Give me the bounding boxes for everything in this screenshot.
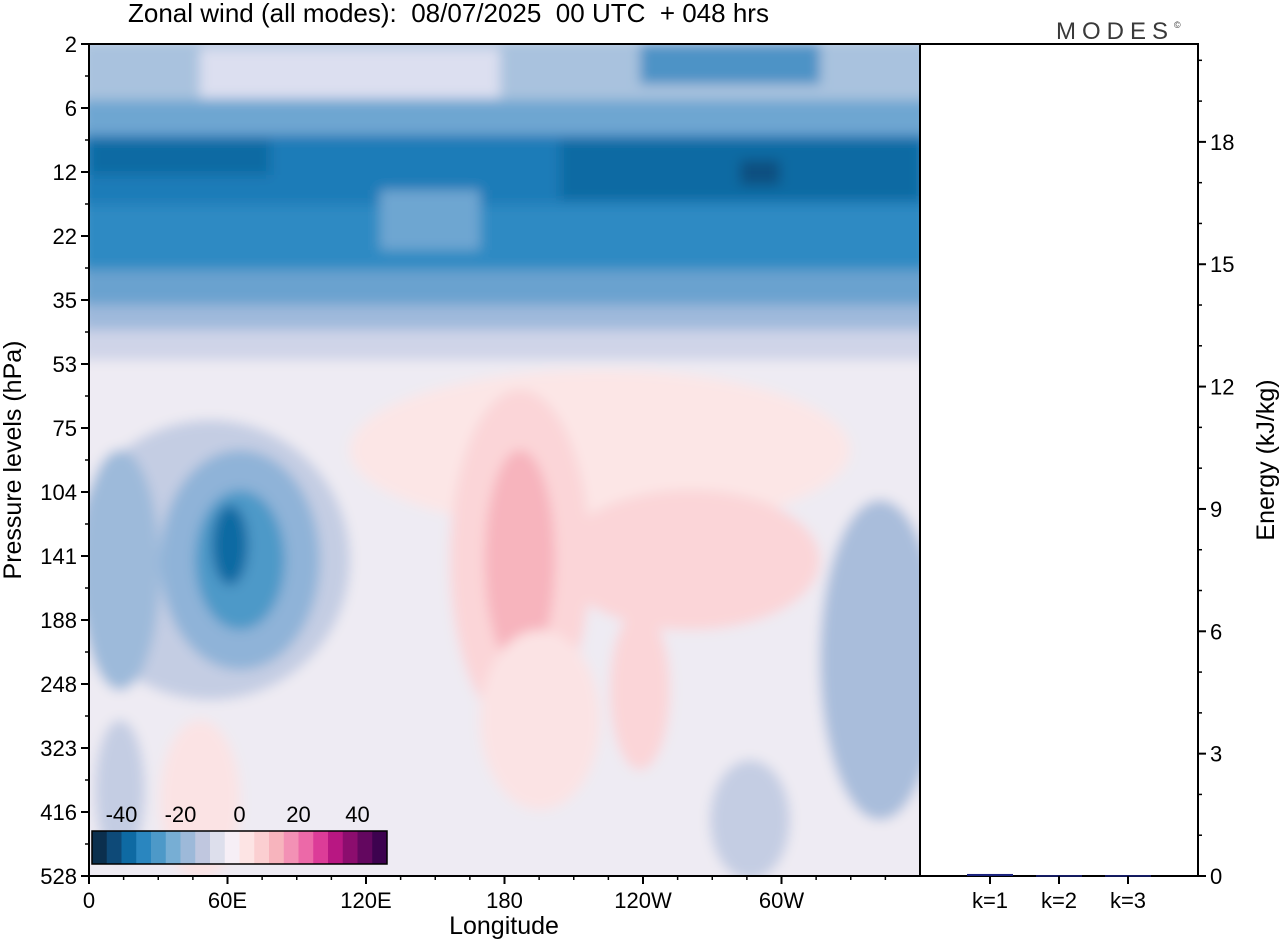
energy-bars: k=1 k=2 k=3 — [967, 873, 1151, 913]
colorbar-swatch — [239, 831, 255, 864]
y-tick-label: 12 — [53, 160, 77, 185]
band-upper-right — [640, 44, 820, 84]
colorbar-swatch — [298, 831, 314, 864]
y-tick-label: 35 — [53, 288, 77, 313]
logo-text: MODES — [1056, 18, 1175, 45]
y-tick-label: 6 — [65, 96, 77, 121]
band-jet-dark-west — [90, 140, 270, 175]
y-axis-label: Pressure levels (hPa) — [0, 341, 27, 580]
x-tick-label: 120W — [614, 888, 672, 913]
y-tick-label: 22 — [53, 224, 77, 249]
colorbar-swatch — [121, 831, 137, 864]
band-6 — [89, 100, 920, 140]
colorbar-tick-label: -20 — [165, 802, 197, 827]
energy-axis-label: Energy (kJ/kg) — [1252, 379, 1280, 540]
pressure-axis: 2 6 12 22 35 53 75 104 141 188 248 323 416 528 — [40, 32, 89, 889]
colorbar-swatch — [106, 831, 122, 864]
y-tick-label: 416 — [40, 800, 77, 825]
x-tick-label: 120E — [340, 888, 391, 913]
bar-category-label: k=3 — [1110, 888, 1146, 913]
y-tick-label: 75 — [53, 416, 77, 441]
band-35 — [89, 270, 920, 310]
westerly-lower-tail — [480, 630, 600, 810]
x-axis-label: Longitude — [449, 912, 559, 940]
colorbar-frame — [91, 830, 388, 865]
colorbar-swatch — [224, 831, 240, 864]
y-tick-label: 528 — [40, 864, 77, 889]
chart-title: Zonal wind (all modes): 08/07/2025 00 UT… — [128, 0, 769, 28]
band-22 — [89, 205, 920, 275]
zonal-wind-field — [89, 44, 920, 876]
westerly-120w-tail — [610, 610, 670, 770]
colorbar-swatch — [165, 831, 181, 864]
band-light-patch — [380, 190, 480, 250]
y-tick-label: 104 — [40, 480, 77, 505]
colorbar-swatch — [342, 831, 358, 864]
colorbar: -40 -20 0 20 40 — [91, 802, 388, 865]
x-tick-label: 60E — [208, 888, 247, 913]
energy-bar — [1105, 875, 1151, 877]
energy-tick-label: 15 — [1210, 252, 1234, 277]
energy-axis: 0 3 6 9 12 15 18 — [1198, 59, 1234, 889]
easterly-east-edge — [820, 500, 920, 820]
colorbar-tick-label: -40 — [106, 802, 138, 827]
energy-tick-label: 18 — [1210, 130, 1234, 155]
colorbar-swatch — [210, 831, 226, 864]
colorbar-swatch — [283, 831, 299, 864]
colorbar-swatch — [151, 831, 167, 864]
colorbar-tick-label: 20 — [286, 802, 310, 827]
easterly-west-edge — [89, 450, 160, 690]
y-tick-label: 323 — [40, 736, 77, 761]
energy-bar — [1036, 875, 1082, 877]
colorbar-tick-label: 0 — [233, 802, 245, 827]
energy-tick-label: 3 — [1210, 742, 1222, 767]
bar-category-label: k=2 — [1041, 888, 1077, 913]
energy-bar — [967, 873, 1013, 876]
westerly-broad — [350, 370, 850, 530]
colorbar-swatch — [328, 831, 344, 864]
colorbar-swatch — [313, 831, 329, 864]
band-jet-darkest — [740, 160, 780, 185]
energy-tick-label: 0 — [1210, 864, 1222, 889]
y-tick-label: 248 — [40, 672, 77, 697]
colorbar-tick-label: 40 — [345, 802, 369, 827]
colorbar-swatch — [136, 831, 152, 864]
modes-logo: MODES© — [1056, 18, 1181, 46]
y-tick-label: 141 — [40, 544, 77, 569]
easterly-surface-west — [95, 720, 145, 860]
energy-tick-label: 6 — [1210, 619, 1222, 644]
colorbar-swatch — [372, 831, 388, 864]
y-tick-label: 53 — [53, 352, 77, 377]
colorbar-swatch — [180, 831, 196, 864]
longitude-axis: 0 60E 120E 180 120W 60W — [83, 876, 887, 913]
logo-copyright-mark: © — [1174, 20, 1181, 30]
easterly-surface-east — [710, 760, 790, 876]
band-53 — [89, 330, 920, 365]
westerly-east-lobe — [560, 490, 820, 630]
easterly-60e-core — [212, 505, 248, 585]
energy-tick-label: 12 — [1210, 375, 1234, 400]
bar-category-label: k=1 — [972, 888, 1008, 913]
colorbar-swatch — [269, 831, 285, 864]
y-tick-label: 2 — [65, 32, 77, 57]
colorbar-swatch — [92, 831, 108, 864]
westerly-180-core — [485, 450, 555, 670]
energy-tick-label: 9 — [1210, 497, 1222, 522]
x-tick-label: 180 — [486, 888, 523, 913]
x-tick-label: 0 — [83, 888, 95, 913]
x-tick-label: 60W — [759, 888, 804, 913]
bar-panel-frame — [919, 43, 1199, 877]
colorbar-swatch — [357, 831, 373, 864]
colorbar-swatch — [195, 831, 211, 864]
colorbar-swatch — [254, 831, 270, 864]
y-tick-label: 188 — [40, 608, 77, 633]
band-upper-light — [200, 48, 500, 98]
